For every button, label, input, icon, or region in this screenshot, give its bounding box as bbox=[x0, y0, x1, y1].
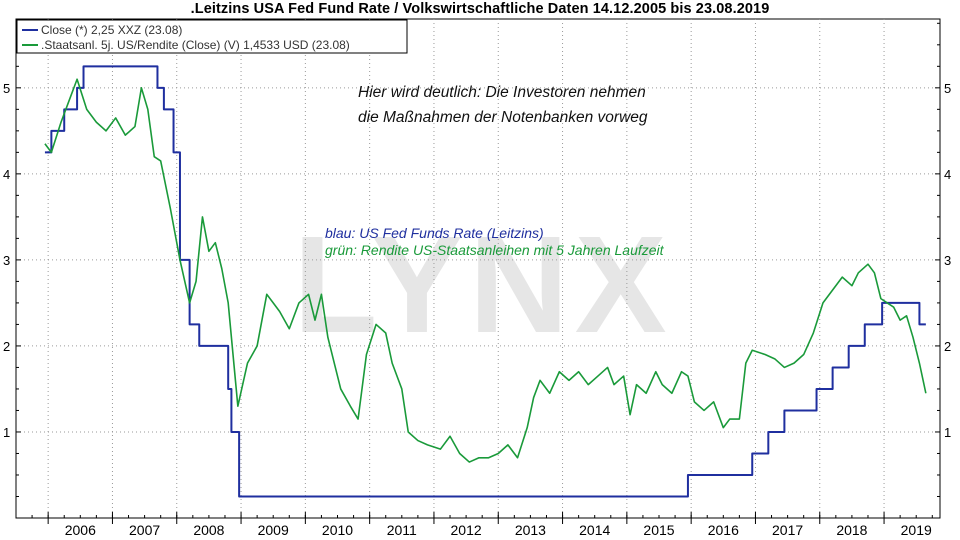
y-tick-label-left: 2 bbox=[3, 339, 10, 354]
x-tick-label: 2009 bbox=[258, 522, 289, 538]
series-fed-funds-rate-line bbox=[44, 65, 926, 498]
plot-area bbox=[15, 18, 941, 519]
legend-label: .Staatsanl. 5j. US/Rendite (Close) (V) 1… bbox=[41, 38, 350, 52]
x-tick-label: 2018 bbox=[836, 522, 867, 538]
x-tick-label: 2014 bbox=[579, 522, 610, 538]
watermark-text: LYNX bbox=[293, 208, 672, 362]
x-tick-label: 2007 bbox=[129, 522, 160, 538]
x-tick-label: 2012 bbox=[451, 522, 482, 538]
x-tick-label: 2017 bbox=[772, 522, 803, 538]
annotation-green-note: grün: Rendite US-Staatsanleihen mit 5 Ja… bbox=[325, 242, 665, 258]
legend-label: Close (*) 2,25 XXZ (23.08) bbox=[41, 23, 182, 37]
series-treasury-yield-line bbox=[44, 78, 927, 463]
x-tick-label: 2013 bbox=[515, 522, 546, 538]
x-tick-label: 2019 bbox=[901, 522, 932, 538]
x-tick-label: 2006 bbox=[65, 522, 96, 538]
y-tick-label-left: 1 bbox=[3, 425, 10, 440]
y-tick-label-left: 5 bbox=[3, 81, 10, 96]
y-tick-label-right: 5 bbox=[944, 81, 951, 96]
y-tick-label-left: 4 bbox=[3, 167, 10, 182]
y-tick-label-left: 3 bbox=[3, 253, 10, 268]
y-tick-label-right: 3 bbox=[944, 253, 951, 268]
legend-box bbox=[16, 19, 408, 54]
y-tick-label-right: 2 bbox=[944, 339, 951, 354]
annotation-main-line1: Hier wird deutlich: Die Investoren nehme… bbox=[358, 84, 646, 101]
x-tick-label: 2011 bbox=[387, 522, 417, 538]
y-tick-label-right: 4 bbox=[944, 167, 951, 182]
chart-title: .Leitzins USA Fed Fund Rate / Volkswirts… bbox=[190, 1, 770, 17]
x-tick-label: 2016 bbox=[708, 522, 739, 538]
x-tick-label: 2015 bbox=[643, 522, 674, 538]
y-tick-label-right: 1 bbox=[944, 425, 951, 440]
x-tick-label: 2010 bbox=[322, 522, 353, 538]
annotation-main-line2: die Maßnahmen der Notenbanken vorweg bbox=[358, 109, 648, 126]
annotation-blue-note: blau: US Fed Funds Rate (Leitzins) bbox=[325, 225, 544, 241]
x-tick-label: 2008 bbox=[193, 522, 224, 538]
